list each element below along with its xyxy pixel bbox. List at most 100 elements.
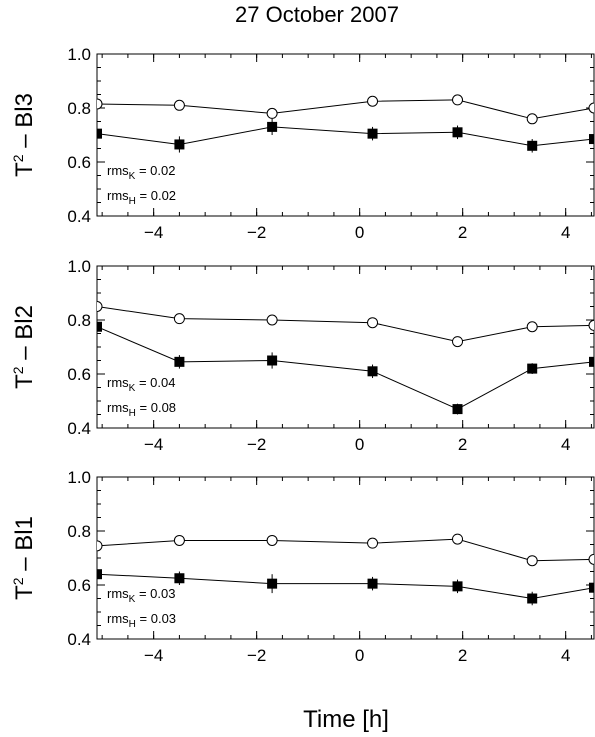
rms-annotation: rmsH = 0.08 <box>107 400 176 419</box>
x-tick-label: 2 <box>458 223 467 242</box>
data-point-circle <box>97 540 103 552</box>
rms-annotation-value: = 0.03 <box>135 586 175 601</box>
y-tick-label: 0.8 <box>67 522 91 541</box>
rms-annotation: rmsK = 0.02 <box>107 163 175 182</box>
x-tick-label: 0 <box>355 646 364 665</box>
data-point-square <box>367 578 378 589</box>
data-point-circle <box>266 107 278 119</box>
data-point-circle <box>588 319 594 331</box>
data-point-circle <box>367 537 379 549</box>
series-line-1 <box>97 538 594 562</box>
y-tick-label: 0.6 <box>67 153 91 172</box>
x-tick-label: 0 <box>355 435 364 454</box>
x-tick-label: −2 <box>247 223 266 242</box>
data-point-square <box>174 139 185 150</box>
rms-annotation-main: rms <box>107 188 129 203</box>
rms-annotation-sub: H <box>129 196 136 207</box>
data-point-square <box>527 363 538 374</box>
x-tick-label: −4 <box>144 435 163 454</box>
data-layer <box>97 533 594 606</box>
data-point-circle <box>452 336 464 348</box>
data-layer <box>97 301 594 415</box>
x-tick-label: 4 <box>561 223 570 242</box>
y-tick-label: 0.8 <box>67 99 91 118</box>
rms-annotation: rmsK = 0.03 <box>107 586 175 605</box>
y-tick-label: 0.6 <box>67 576 91 595</box>
rms-annotation-sub: H <box>129 408 136 419</box>
data-point-circle <box>173 534 185 546</box>
data-point-circle <box>526 321 538 333</box>
data-point-circle <box>452 533 464 545</box>
data-point-square <box>527 593 538 604</box>
rms-annotation: rmsH = 0.03 <box>107 611 176 630</box>
y-tick-label: 1.0 <box>67 45 91 64</box>
rms-annotation-value: = 0.03 <box>136 611 176 626</box>
y-tick-label: 0.8 <box>67 311 91 330</box>
data-point-square <box>97 128 102 139</box>
rms-annotation-sub: K <box>129 383 136 394</box>
data-point-circle <box>588 102 594 114</box>
data-point-square <box>267 355 278 366</box>
y-axis-label-main: T <box>11 585 38 600</box>
x-axis-label: Time [h] <box>303 706 389 733</box>
data-point-square <box>174 573 185 584</box>
rms-annotation-main: rms <box>107 163 129 178</box>
rms-annotation-main: rms <box>107 375 129 390</box>
x-tick-label: 0 <box>355 223 364 242</box>
x-tick-label: −2 <box>247 435 266 454</box>
data-point-square <box>267 121 278 132</box>
y-axis-label: T2 – Bl1 <box>10 516 38 600</box>
y-tick-label: 0.6 <box>67 365 91 384</box>
data-point-square <box>589 134 594 145</box>
x-tick-label: 4 <box>561 435 570 454</box>
y-tick-label: 0.4 <box>67 207 91 226</box>
data-layer <box>97 94 594 153</box>
data-point-circle <box>97 301 103 312</box>
rms-annotation-value: = 0.02 <box>135 163 175 178</box>
data-point-square <box>174 356 185 367</box>
y-axis-label: T2 – Bl2 <box>10 305 38 389</box>
data-point-square <box>97 569 102 580</box>
x-tick-label: −4 <box>144 646 163 665</box>
x-tick-label: 4 <box>561 646 570 665</box>
y-axis-label-sup: 2 <box>10 577 26 585</box>
rms-annotation: rmsK = 0.04 <box>107 375 175 394</box>
rms-annotation-sub: K <box>129 171 136 182</box>
data-point-circle <box>526 555 538 567</box>
rms-annotation-main: rms <box>107 586 129 601</box>
data-point-square <box>367 366 378 377</box>
data-point-circle <box>266 314 278 326</box>
y-tick-label: 1.0 <box>67 257 91 276</box>
data-point-circle <box>173 99 185 111</box>
y-axis-label-rest: – Bl3 <box>11 93 38 154</box>
data-point-circle <box>266 534 278 546</box>
figure-title: 27 October 2007 <box>235 2 399 27</box>
data-point-square <box>97 321 102 332</box>
data-point-circle <box>173 313 185 325</box>
y-axis-label-rest: – Bl1 <box>11 516 38 577</box>
rms-annotation-value: = 0.02 <box>136 188 176 203</box>
y-tick-label: 1.0 <box>67 468 91 487</box>
y-axis-label-main: T <box>11 374 38 389</box>
y-axis-label-sup: 2 <box>10 154 26 162</box>
data-point-square <box>589 356 594 367</box>
data-point-circle <box>97 98 103 110</box>
data-point-circle <box>588 553 594 565</box>
rms-annotation-value: = 0.04 <box>135 375 175 390</box>
rms-annotation-value: = 0.08 <box>136 400 176 415</box>
y-axis-label-main: T <box>11 162 38 177</box>
series-line-1 <box>97 99 594 120</box>
data-point-circle <box>367 317 379 329</box>
data-point-square <box>589 582 594 593</box>
data-point-circle <box>367 95 379 107</box>
y-tick-label: 0.4 <box>67 630 91 649</box>
rms-annotation-sub: H <box>129 619 136 630</box>
data-point-square <box>527 140 538 151</box>
series-line-2 <box>97 326 594 410</box>
x-tick-label: −4 <box>144 223 163 242</box>
